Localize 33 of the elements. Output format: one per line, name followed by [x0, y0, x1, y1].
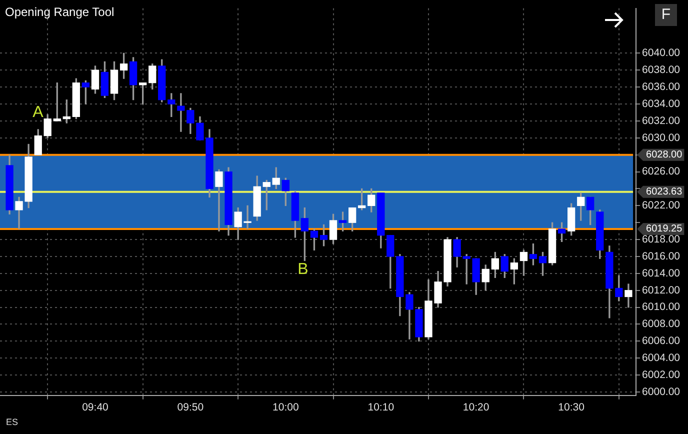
y-tick-label: 6000.00	[642, 386, 680, 398]
y-tick-label: 6022.00	[642, 200, 680, 212]
ref-line-label: 6028.00	[646, 150, 683, 161]
y-tick-label: 6036.00	[642, 80, 680, 93]
y-tick-label: 6040.00	[642, 47, 680, 60]
y-tick-label: 6038.00	[642, 64, 680, 76]
x-tick-label: 10:00	[272, 402, 299, 414]
text: ES	[6, 417, 18, 427]
y-tick-label: 6030.00	[642, 132, 680, 144]
x-tick-label: 09:50	[177, 402, 204, 414]
y-tick-label: 6010.00	[642, 301, 680, 314]
x-tick-label: 09:40	[82, 402, 109, 414]
ref-line-label: 6019.25	[646, 224, 683, 235]
toolbar-button: F	[655, 4, 677, 26]
annotation: B	[298, 261, 308, 279]
y-tick-label: 6012.00	[642, 284, 680, 296]
y-tick-label: 6032.00	[642, 114, 680, 127]
ref-line-label: 6023.63	[646, 186, 683, 198]
x-tick-label: 10:30	[558, 402, 585, 414]
y-tick-label: 6002.00	[642, 368, 680, 381]
y-tick-label: 6026.00	[642, 166, 680, 178]
annotation: A	[32, 104, 44, 122]
y-tick-label: 6006.00	[642, 335, 680, 348]
chart-title: Opening Range Tool	[5, 5, 114, 19]
y-tick-label: 6016.00	[642, 250, 680, 262]
y-tick-label: 6018.00	[642, 233, 680, 246]
y-tick-label: 6004.00	[642, 352, 680, 364]
x-tick-label: 10:20	[462, 402, 490, 414]
candlestick	[215, 169, 223, 232]
y-tick-label: 6014.00	[642, 267, 680, 280]
x-tick-label: 10:10	[368, 402, 394, 414]
y-tick-label: 6034.00	[642, 98, 680, 110]
y-tick-label: 6008.00	[642, 318, 680, 330]
